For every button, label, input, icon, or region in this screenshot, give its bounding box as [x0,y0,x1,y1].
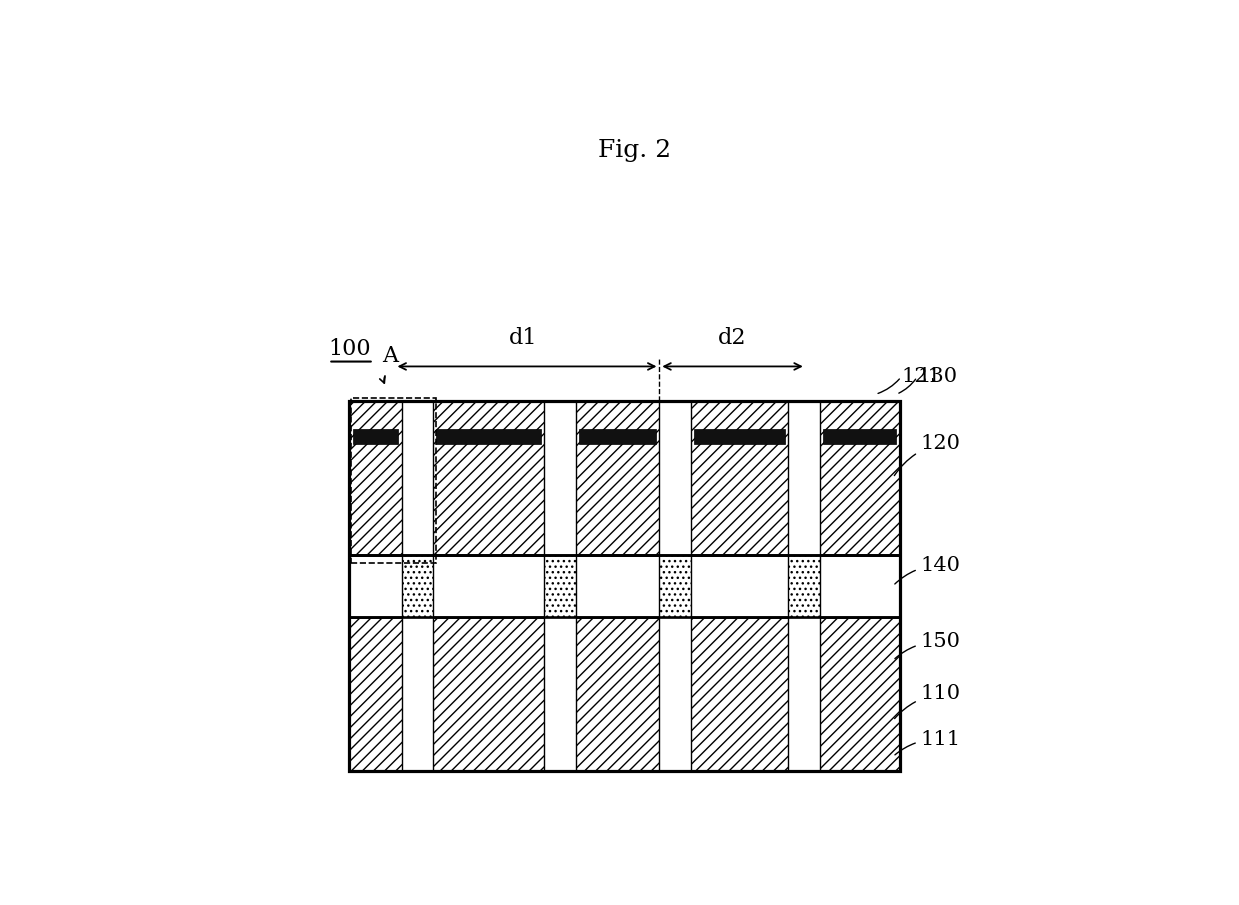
Text: 150: 150 [895,633,960,659]
Bar [694,429,784,444]
Bar [580,429,655,444]
Text: 121: 121 [901,367,942,386]
Bar [349,555,900,617]
Bar [823,429,896,444]
Bar [353,429,398,444]
Bar [659,401,690,555]
Text: 120: 120 [895,433,960,476]
Text: 130: 130 [917,367,958,386]
Bar [436,429,541,444]
Bar [349,617,900,771]
Bar [659,617,690,771]
Bar [544,555,576,617]
Text: 111: 111 [895,729,960,755]
Text: 140: 140 [895,556,960,584]
Text: d2: d2 [719,327,747,349]
Text: Fig. 2: Fig. 2 [598,138,672,162]
Bar [544,401,576,555]
Text: 110: 110 [895,684,960,719]
Bar [659,555,690,617]
Text: 100: 100 [328,338,370,360]
Bar [352,398,436,563]
Bar [788,555,820,617]
Text: A: A [382,345,398,367]
Bar [788,617,820,771]
Bar [401,555,432,617]
Text: d1: d1 [509,327,538,349]
Bar [349,401,900,555]
Bar [788,401,820,555]
Bar [401,401,432,555]
Bar [401,617,432,771]
Bar [349,401,900,771]
Bar [544,617,576,771]
